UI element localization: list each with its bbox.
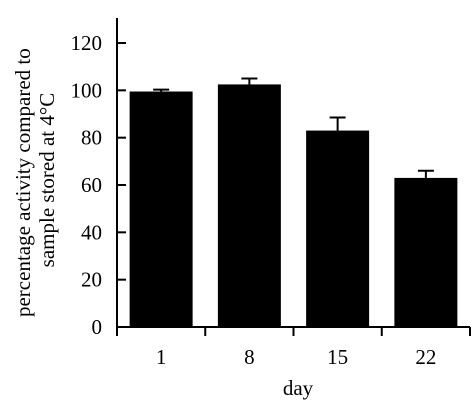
y-tick-label: 40	[81, 220, 102, 244]
bars-group	[129, 77, 458, 328]
y-tick-label: 120	[71, 31, 103, 55]
x-axis: 1 8 15 22	[116, 326, 471, 369]
x-tick-label: 1	[156, 345, 167, 369]
bar-day-15	[306, 130, 370, 327]
y-tick-label: 80	[81, 126, 102, 150]
x-tick-label: 8	[244, 345, 255, 369]
x-axis-title: day	[283, 376, 314, 400]
y-axis: 0 20 40 60 80 100 120	[71, 18, 126, 339]
bar-day-22	[394, 177, 458, 327]
y-tick-label: 0	[92, 315, 103, 339]
y-tick-label: 60	[81, 173, 102, 197]
bar-day-8	[217, 84, 281, 328]
y-axis-title: percentage activity compared to sample s…	[11, 43, 59, 317]
y-tick-label: 100	[71, 78, 103, 102]
y-axis-title-line-2: sample stored at 4°C	[35, 93, 59, 268]
x-tick-label: 22	[415, 345, 436, 369]
y-tick-label: 20	[81, 268, 102, 292]
bar-day-1	[129, 91, 193, 328]
y-axis-title-line-1: percentage activity compared to	[11, 48, 35, 317]
x-tick-label: 15	[327, 345, 348, 369]
